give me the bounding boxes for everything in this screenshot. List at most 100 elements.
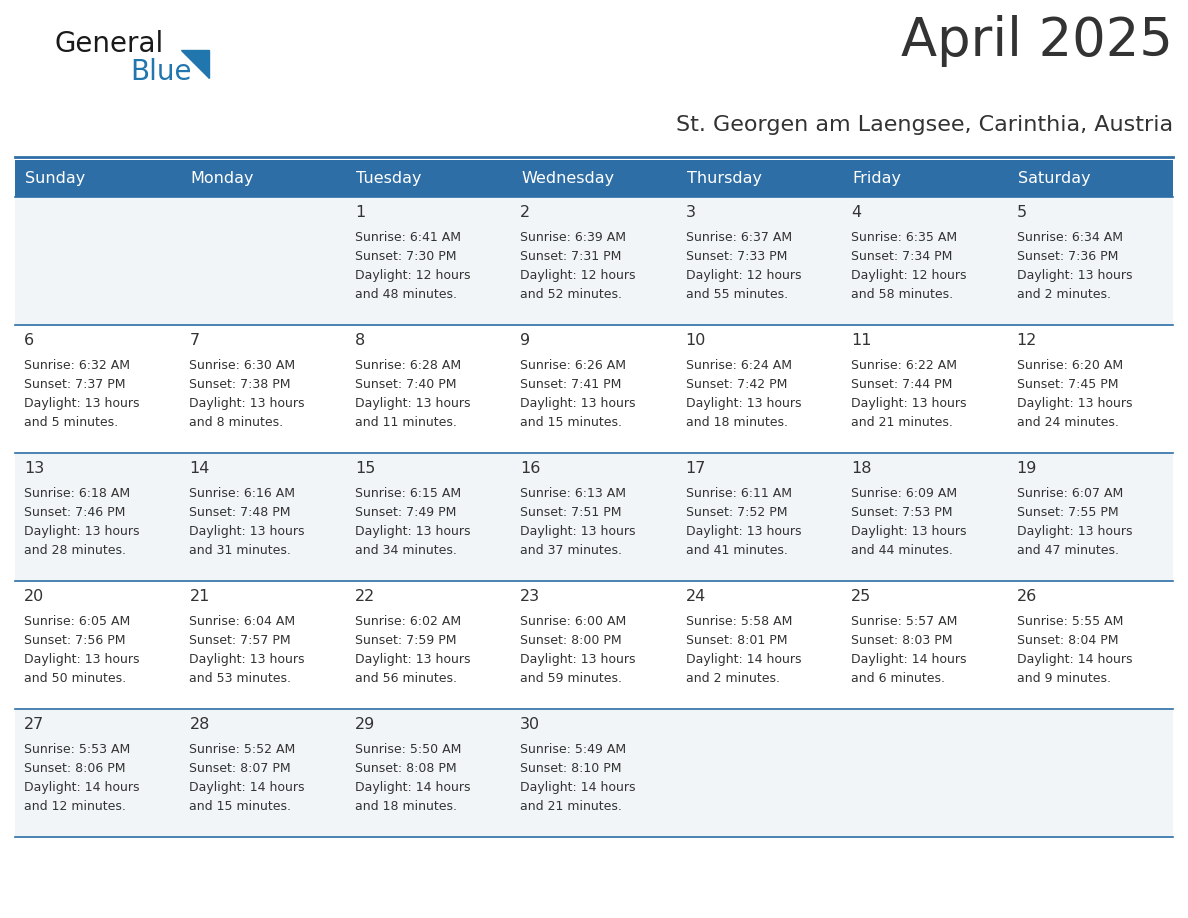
Text: Daylight: 13 hours: Daylight: 13 hours (24, 525, 139, 538)
Text: Sunrise: 6:22 AM: Sunrise: 6:22 AM (851, 359, 958, 372)
Text: April 2025: April 2025 (902, 15, 1173, 67)
Text: Daylight: 13 hours: Daylight: 13 hours (24, 397, 139, 410)
Text: Daylight: 13 hours: Daylight: 13 hours (189, 525, 305, 538)
Text: and 18 minutes.: and 18 minutes. (685, 416, 788, 429)
Polygon shape (181, 50, 209, 78)
Text: Sunrise: 5:52 AM: Sunrise: 5:52 AM (189, 743, 296, 756)
Text: Sunset: 7:49 PM: Sunset: 7:49 PM (355, 506, 456, 519)
Text: and 56 minutes.: and 56 minutes. (355, 672, 457, 685)
Text: Sunset: 7:56 PM: Sunset: 7:56 PM (24, 634, 126, 647)
Text: Daylight: 14 hours: Daylight: 14 hours (685, 653, 801, 666)
Text: and 34 minutes.: and 34 minutes. (355, 544, 456, 557)
Text: Sunrise: 5:50 AM: Sunrise: 5:50 AM (355, 743, 461, 756)
Text: 8: 8 (355, 333, 365, 348)
Text: Sunset: 7:46 PM: Sunset: 7:46 PM (24, 506, 126, 519)
Text: and 47 minutes.: and 47 minutes. (1017, 544, 1119, 557)
Text: Sunrise: 6:39 AM: Sunrise: 6:39 AM (520, 231, 626, 244)
Text: Daylight: 13 hours: Daylight: 13 hours (851, 397, 967, 410)
Text: Sunrise: 5:53 AM: Sunrise: 5:53 AM (24, 743, 131, 756)
Text: and 50 minutes.: and 50 minutes. (24, 672, 126, 685)
Text: Daylight: 13 hours: Daylight: 13 hours (520, 653, 636, 666)
Text: and 59 minutes.: and 59 minutes. (520, 672, 623, 685)
Text: Daylight: 14 hours: Daylight: 14 hours (851, 653, 967, 666)
Text: Sunset: 7:45 PM: Sunset: 7:45 PM (1017, 378, 1118, 391)
Text: Sunset: 7:53 PM: Sunset: 7:53 PM (851, 506, 953, 519)
Text: Sunrise: 5:57 AM: Sunrise: 5:57 AM (851, 615, 958, 628)
Text: Sunset: 8:00 PM: Sunset: 8:00 PM (520, 634, 621, 647)
Text: 10: 10 (685, 333, 706, 348)
Text: 17: 17 (685, 461, 706, 476)
Text: and 28 minutes.: and 28 minutes. (24, 544, 126, 557)
Text: 27: 27 (24, 717, 44, 732)
Text: Sunset: 7:51 PM: Sunset: 7:51 PM (520, 506, 621, 519)
Text: Daylight: 12 hours: Daylight: 12 hours (851, 269, 967, 282)
Text: Sunset: 7:41 PM: Sunset: 7:41 PM (520, 378, 621, 391)
Text: St. Georgen am Laengsee, Carinthia, Austria: St. Georgen am Laengsee, Carinthia, Aust… (676, 115, 1173, 135)
Bar (15, 197, 1173, 325)
Text: Daylight: 13 hours: Daylight: 13 hours (1017, 525, 1132, 538)
Text: and 48 minutes.: and 48 minutes. (355, 288, 457, 301)
Text: 9: 9 (520, 333, 530, 348)
Text: Sunrise: 5:58 AM: Sunrise: 5:58 AM (685, 615, 792, 628)
Text: 26: 26 (1017, 589, 1037, 604)
Text: and 44 minutes.: and 44 minutes. (851, 544, 953, 557)
Text: Sunrise: 6:32 AM: Sunrise: 6:32 AM (24, 359, 129, 372)
Text: Sunrise: 6:15 AM: Sunrise: 6:15 AM (355, 487, 461, 500)
Text: Sunset: 7:57 PM: Sunset: 7:57 PM (189, 634, 291, 647)
Bar (15, 581, 1173, 709)
Text: Wednesday: Wednesday (522, 171, 614, 186)
Text: 25: 25 (851, 589, 871, 604)
Text: 28: 28 (189, 717, 210, 732)
Text: General: General (55, 30, 164, 58)
Text: 13: 13 (24, 461, 44, 476)
Text: Tuesday: Tuesday (356, 171, 422, 186)
Text: Sunset: 7:48 PM: Sunset: 7:48 PM (189, 506, 291, 519)
Text: Sunset: 7:30 PM: Sunset: 7:30 PM (355, 250, 456, 263)
Text: Sunrise: 6:35 AM: Sunrise: 6:35 AM (851, 231, 958, 244)
Text: 3: 3 (685, 205, 696, 220)
Text: and 8 minutes.: and 8 minutes. (189, 416, 284, 429)
Text: and 2 minutes.: and 2 minutes. (1017, 288, 1111, 301)
Text: Sunset: 7:52 PM: Sunset: 7:52 PM (685, 506, 788, 519)
Text: Sunset: 7:59 PM: Sunset: 7:59 PM (355, 634, 456, 647)
Text: and 31 minutes.: and 31 minutes. (189, 544, 291, 557)
Text: Sunrise: 5:49 AM: Sunrise: 5:49 AM (520, 743, 626, 756)
Text: Sunrise: 6:34 AM: Sunrise: 6:34 AM (1017, 231, 1123, 244)
Text: Daylight: 13 hours: Daylight: 13 hours (24, 653, 139, 666)
Text: and 24 minutes.: and 24 minutes. (1017, 416, 1118, 429)
Text: Daylight: 13 hours: Daylight: 13 hours (520, 397, 636, 410)
Text: 20: 20 (24, 589, 44, 604)
Text: Daylight: 14 hours: Daylight: 14 hours (189, 781, 305, 794)
Text: and 11 minutes.: and 11 minutes. (355, 416, 456, 429)
Text: 18: 18 (851, 461, 872, 476)
Text: Sunset: 8:06 PM: Sunset: 8:06 PM (24, 762, 126, 775)
Text: 14: 14 (189, 461, 210, 476)
Text: Sunset: 7:31 PM: Sunset: 7:31 PM (520, 250, 621, 263)
Text: 19: 19 (1017, 461, 1037, 476)
Text: and 9 minutes.: and 9 minutes. (1017, 672, 1111, 685)
Text: 1: 1 (355, 205, 365, 220)
Text: Sunset: 7:36 PM: Sunset: 7:36 PM (1017, 250, 1118, 263)
Text: 23: 23 (520, 589, 541, 604)
Text: 2: 2 (520, 205, 530, 220)
Text: Sunset: 7:55 PM: Sunset: 7:55 PM (1017, 506, 1118, 519)
Text: 16: 16 (520, 461, 541, 476)
Text: Monday: Monday (190, 171, 254, 186)
Text: Daylight: 13 hours: Daylight: 13 hours (851, 525, 967, 538)
Text: and 41 minutes.: and 41 minutes. (685, 544, 788, 557)
Text: Sunrise: 6:04 AM: Sunrise: 6:04 AM (189, 615, 296, 628)
Text: Sunrise: 6:13 AM: Sunrise: 6:13 AM (520, 487, 626, 500)
Text: and 21 minutes.: and 21 minutes. (851, 416, 953, 429)
Text: Daylight: 12 hours: Daylight: 12 hours (355, 269, 470, 282)
Text: Sunrise: 6:20 AM: Sunrise: 6:20 AM (1017, 359, 1123, 372)
Text: and 21 minutes.: and 21 minutes. (520, 800, 623, 813)
Text: and 5 minutes.: and 5 minutes. (24, 416, 118, 429)
Text: Sunrise: 6:41 AM: Sunrise: 6:41 AM (355, 231, 461, 244)
Text: Daylight: 13 hours: Daylight: 13 hours (685, 525, 801, 538)
Text: Sunrise: 6:16 AM: Sunrise: 6:16 AM (189, 487, 296, 500)
Text: Sunset: 7:44 PM: Sunset: 7:44 PM (851, 378, 953, 391)
Text: Sunrise: 5:55 AM: Sunrise: 5:55 AM (1017, 615, 1123, 628)
Text: Daylight: 14 hours: Daylight: 14 hours (1017, 653, 1132, 666)
Text: Sunset: 8:04 PM: Sunset: 8:04 PM (1017, 634, 1118, 647)
Text: Sunset: 7:38 PM: Sunset: 7:38 PM (189, 378, 291, 391)
